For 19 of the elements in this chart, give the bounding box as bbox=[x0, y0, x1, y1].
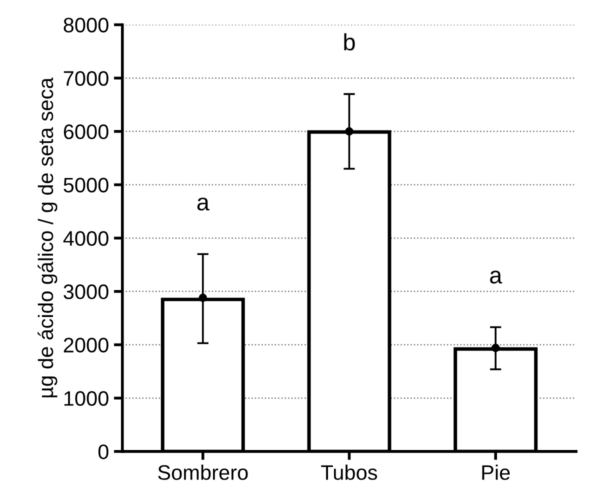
point bbox=[491, 344, 500, 352]
y-tick-label: 1000 bbox=[64, 391, 108, 406]
x-tick-label: Pie bbox=[482, 464, 510, 480]
y-axis-title: µg de ácido gálico / g de seta seca bbox=[38, 77, 58, 398]
y-tick-label: 7000 bbox=[64, 71, 108, 86]
point bbox=[345, 127, 354, 136]
annotation: b bbox=[344, 33, 355, 51]
y-tick-label: 8000 bbox=[64, 18, 108, 33]
annotation: a bbox=[197, 198, 210, 211]
y-tick-label: 6000 bbox=[64, 124, 108, 140]
y-tick-label: 3000 bbox=[64, 284, 108, 300]
y-tick-label: 2000 bbox=[64, 338, 108, 353]
y-tick-label: 4000 bbox=[63, 231, 108, 246]
x-tick-label: Tubos bbox=[321, 464, 378, 480]
x-tick-label: Sombrero bbox=[158, 464, 248, 480]
y-tick-label: 5000 bbox=[64, 178, 108, 193]
y-tick-label: 0 bbox=[98, 444, 108, 460]
annotation: a bbox=[490, 270, 502, 284]
point bbox=[198, 294, 208, 302]
